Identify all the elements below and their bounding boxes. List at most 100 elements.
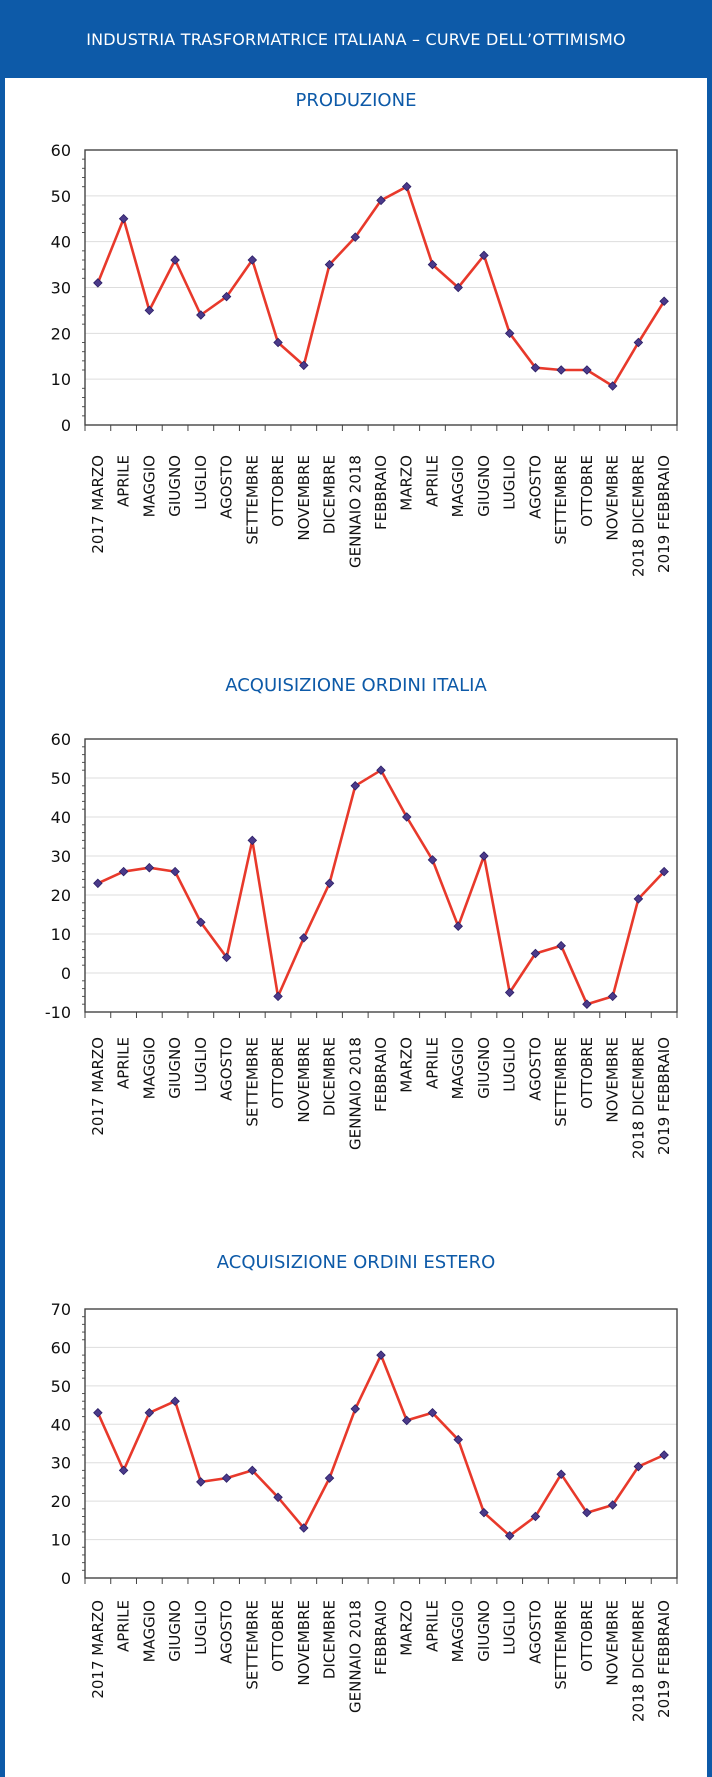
data-point xyxy=(633,337,644,348)
data-point xyxy=(93,878,103,889)
x-tick-label: SETTEMBRE xyxy=(243,1600,261,1690)
data-point xyxy=(93,1407,103,1418)
x-tick-label: MARZO xyxy=(398,1037,416,1093)
x-tick-label: NOVEMBRE xyxy=(295,1037,313,1123)
x-tick-label: NOVEMBRE xyxy=(604,1600,622,1686)
x-tick-label: AGOSTO xyxy=(218,455,236,519)
data-point xyxy=(196,310,206,320)
data-point xyxy=(401,812,412,822)
plot-frame xyxy=(84,149,678,426)
x-tick-label: DICEMBRE xyxy=(321,1600,339,1679)
x-tick-label: LUGLIO xyxy=(192,1600,210,1655)
data-point xyxy=(247,835,258,846)
x-tick-label: GIUGNO xyxy=(475,1600,493,1662)
y-tick-label: 10 xyxy=(51,370,71,389)
data-point xyxy=(479,1507,489,1518)
x-tick-label: GENNAIO 2018 xyxy=(346,1037,364,1150)
x-tick-label: NOVEMBRE xyxy=(604,455,622,541)
x-tick-label: LUGLIO xyxy=(501,1600,519,1655)
data-point xyxy=(299,1523,309,1533)
y-tick-label: 10 xyxy=(51,1531,71,1550)
data-point xyxy=(273,1492,283,1503)
x-tick-label: SETTEMBRE xyxy=(243,1037,261,1127)
x-tick-label: AGOSTO xyxy=(218,1037,236,1101)
x-tick-label: AGOSTO xyxy=(526,455,544,519)
x-tick-label: 2019 FEBBRAIO xyxy=(655,1600,673,1718)
page-header: INDUSTRIA TRASFORMATRICE ITALIANA – CURV… xyxy=(0,0,712,78)
data-point xyxy=(504,1530,515,1541)
x-tick-label: LUGLIO xyxy=(192,1037,210,1092)
x-tick-label: APRILE xyxy=(115,1600,133,1652)
x-tick-label: 2019 FEBBRAIO xyxy=(655,1037,673,1155)
x-tick-label: 2018 DICEMBRE xyxy=(629,455,647,577)
y-tick-label: 60 xyxy=(51,1338,71,1357)
x-tick-label: OTTOBRE xyxy=(578,1037,596,1109)
plot-frame xyxy=(84,738,678,1013)
data-point xyxy=(530,362,541,373)
data-point xyxy=(659,1450,669,1460)
x-tick-label: MAGGIO xyxy=(449,455,467,517)
x-tick-label: 2017 MARZO xyxy=(89,455,107,554)
x-tick-label: MAGGIO xyxy=(449,1600,467,1662)
y-tick-label: 20 xyxy=(51,886,71,905)
x-tick-label: MAGGIO xyxy=(140,455,158,517)
data-point xyxy=(144,305,155,316)
y-tick-label: 30 xyxy=(51,847,71,866)
data-point xyxy=(196,917,206,928)
x-tick-label: 2019 FEBBRAIO xyxy=(655,455,673,573)
x-tick-label: NOVEMBRE xyxy=(295,455,313,541)
data-point xyxy=(582,999,592,1009)
data-point xyxy=(376,765,386,775)
data-point xyxy=(530,1511,541,1522)
page-title: INDUSTRIA TRASFORMATRICE ITALIANA – CURV… xyxy=(86,29,626,49)
y-tick-label: 20 xyxy=(51,1492,71,1511)
x-tick-label: DICEMBRE xyxy=(321,1037,339,1116)
x-tick-label: GIUGNO xyxy=(475,1037,493,1099)
x-tick-label: NOVEMBRE xyxy=(604,1037,622,1123)
data-point xyxy=(144,862,155,873)
y-tick-label: 50 xyxy=(51,769,71,788)
chart-title-ordini-estero: ACQUISIZIONE ORDINI ESTERO xyxy=(216,1252,496,1273)
y-tick-label: 20 xyxy=(51,324,71,343)
x-tick-label: MAGGIO xyxy=(140,1037,158,1099)
data-point xyxy=(350,781,361,791)
data-point xyxy=(221,952,232,963)
data-point xyxy=(582,1507,592,1518)
data-point xyxy=(324,259,335,270)
data-point xyxy=(221,1473,232,1483)
data-point xyxy=(118,866,129,877)
data-point xyxy=(273,337,283,348)
x-tick-label: FEBBRAIO xyxy=(372,455,390,530)
y-tick-label: 40 xyxy=(51,1415,71,1434)
x-tick-label: APRILE xyxy=(423,1037,441,1089)
data-point xyxy=(247,255,258,265)
y-tick-label: 50 xyxy=(51,187,71,206)
data-point xyxy=(401,1415,412,1426)
x-tick-label: APRILE xyxy=(115,1037,133,1089)
x-tick-label: MARZO xyxy=(398,455,416,511)
x-tick-label: 2017 MARZO xyxy=(89,1037,107,1136)
x-tick-label: 2018 DICEMBRE xyxy=(629,1037,647,1159)
x-tick-label: GIUGNO xyxy=(166,1600,184,1662)
x-tick-label: OTTOBRE xyxy=(269,1037,287,1109)
x-tick-label: GIUGNO xyxy=(166,1037,184,1099)
data-point xyxy=(607,991,618,1002)
data-point xyxy=(170,1396,180,1406)
x-tick-label: GIUGNO xyxy=(166,455,184,517)
data-point xyxy=(118,213,129,224)
x-tick-label: MAGGIO xyxy=(140,1600,158,1662)
y-tick-label: 40 xyxy=(51,808,71,827)
data-point xyxy=(170,866,180,877)
x-tick-label: GENNAIO 2018 xyxy=(346,455,364,568)
y-tick-label: 30 xyxy=(51,279,71,298)
data-point xyxy=(299,360,309,371)
series-line xyxy=(96,1353,665,1537)
y-tick-label: 0 xyxy=(61,964,71,983)
data-point xyxy=(607,381,618,391)
data-point xyxy=(453,921,463,931)
data-point xyxy=(633,1461,644,1472)
data-point xyxy=(556,1469,566,1480)
data-point xyxy=(376,1350,386,1360)
